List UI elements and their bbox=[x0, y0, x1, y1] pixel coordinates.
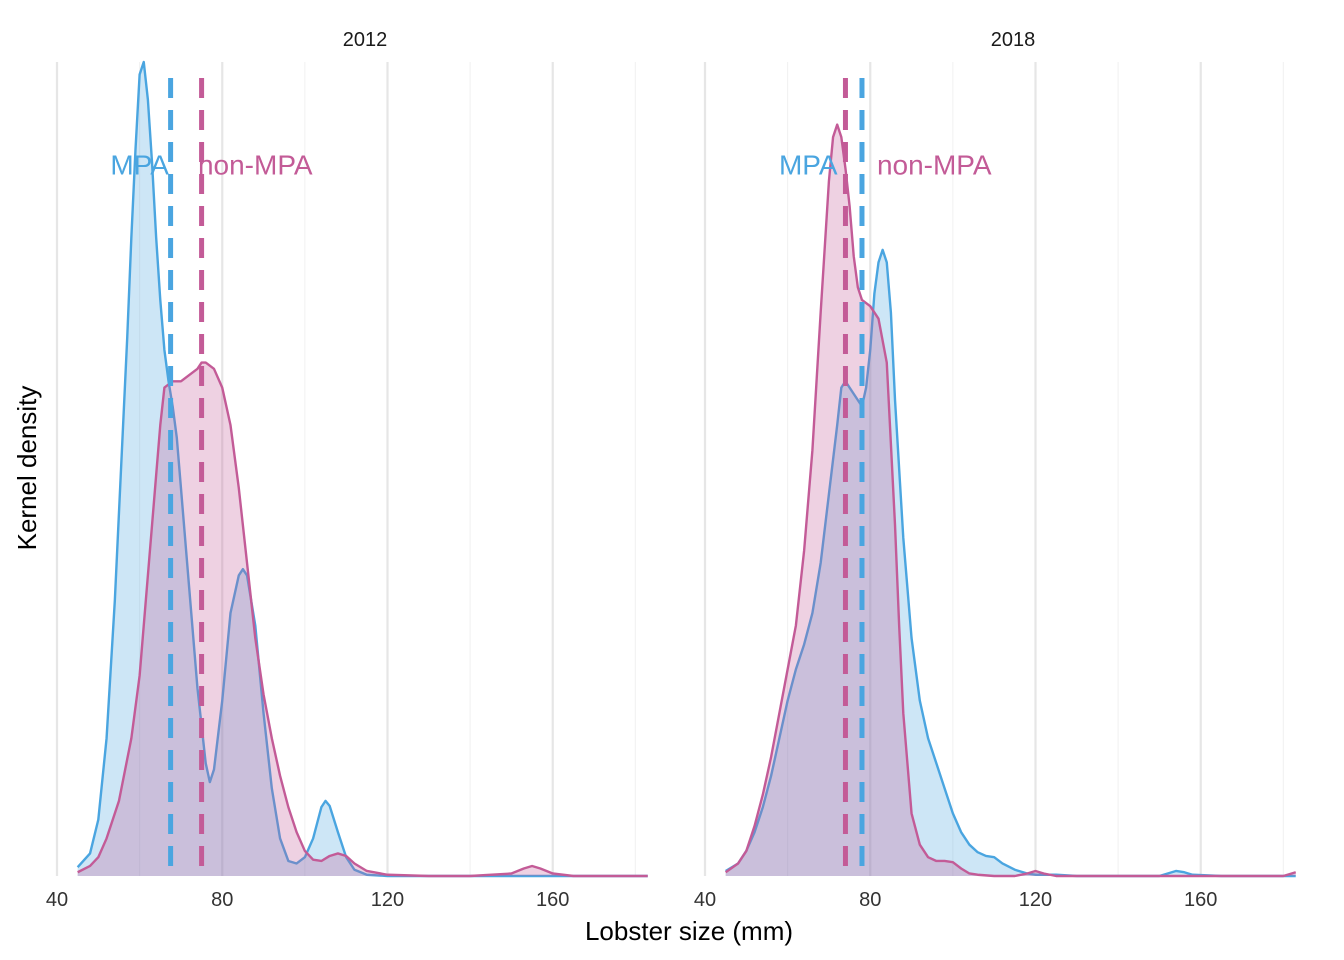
series-label-mpa-2012: MPA bbox=[110, 150, 169, 181]
grid-2012 bbox=[55, 62, 636, 876]
x-axis-title: Lobster size (mm) bbox=[585, 916, 793, 946]
x-tick-label: 160 bbox=[1184, 889, 1217, 911]
panel-2018: 2018 MPA non-MPA 40 80 120 160 bbox=[694, 29, 1297, 911]
panel-2012: 2012 MPA non-MPA 40 80 120 160 bbox=[46, 29, 648, 911]
x-tick-label: 80 bbox=[859, 889, 881, 911]
density-area-mpa-2012 bbox=[77, 62, 648, 876]
series-label-mpa-2018: MPA bbox=[779, 150, 838, 181]
density-line-mpa-2012 bbox=[76, 60, 648, 878]
density-area-mpa-2018 bbox=[725, 249, 1296, 876]
panel-title-2012: 2012 bbox=[343, 29, 388, 51]
series-label-non-mpa-2018: non-MPA bbox=[877, 150, 992, 181]
x-tick-label: 80 bbox=[211, 889, 233, 911]
density-line-non-mpa-2018 bbox=[724, 123, 1297, 878]
x-tick-label: 120 bbox=[371, 889, 404, 911]
x-tick-label: 160 bbox=[536, 889, 569, 911]
grid-2018 bbox=[703, 62, 1284, 876]
density-area-non-mpa-2012 bbox=[77, 362, 648, 876]
x-tick-label: 120 bbox=[1019, 889, 1052, 911]
x-tick-label: 40 bbox=[46, 889, 68, 911]
density-line-non-mpa-2012 bbox=[77, 361, 648, 878]
y-axis-title: Kernel density bbox=[12, 386, 42, 551]
density-area-non-mpa-2018 bbox=[725, 124, 1296, 877]
series-label-non-mpa-2012: non-MPA bbox=[198, 150, 313, 181]
x-tick-label: 40 bbox=[694, 889, 716, 911]
panel-title-2018: 2018 bbox=[991, 29, 1036, 51]
